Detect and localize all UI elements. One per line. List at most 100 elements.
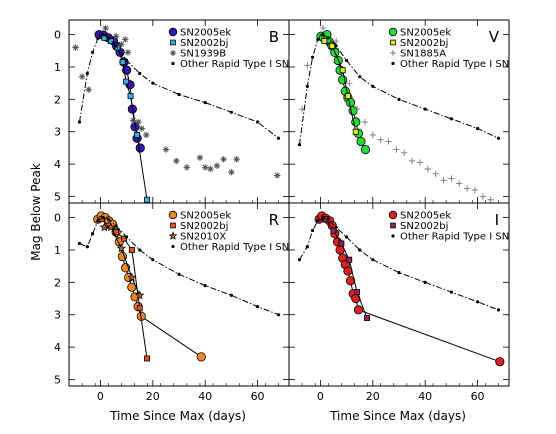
data-point xyxy=(377,136,384,144)
legend-label: Other Rapid Type I SN xyxy=(400,59,509,70)
data-point xyxy=(496,308,501,312)
data-point xyxy=(449,117,453,121)
data-point xyxy=(101,32,105,37)
y-axis-title: Mag Below Peak xyxy=(29,163,43,261)
y-tick-label: 4 xyxy=(54,341,61,354)
data-point xyxy=(123,78,130,85)
data-point xyxy=(127,93,134,100)
data-point xyxy=(332,37,340,45)
data-point xyxy=(183,164,191,171)
data-point xyxy=(196,352,206,362)
data-point xyxy=(448,175,455,182)
plot-frame xyxy=(68,19,290,204)
legend-marker xyxy=(390,50,396,56)
panel-letter: I xyxy=(495,211,499,229)
legend-marker xyxy=(170,222,176,229)
data-point xyxy=(72,44,79,51)
data-point xyxy=(463,185,471,192)
legend-marker xyxy=(168,210,178,220)
legend-marker xyxy=(170,39,176,46)
data-point xyxy=(440,177,447,184)
data-point xyxy=(364,315,371,321)
legend-label: SN2005ek xyxy=(400,211,451,222)
data-point xyxy=(90,232,95,236)
data-point xyxy=(98,216,105,223)
data-point xyxy=(353,105,361,113)
legend-marker xyxy=(388,27,398,37)
data-point xyxy=(475,300,480,304)
data-point xyxy=(471,186,479,194)
data-point xyxy=(233,156,240,163)
data-point xyxy=(416,159,424,166)
x-tick-label: 20 xyxy=(146,390,160,403)
series-sn1885a xyxy=(298,24,494,203)
legend-label: SN2005ek xyxy=(180,211,231,222)
legend-marker xyxy=(168,231,178,240)
y-tick-label: 2 xyxy=(54,93,61,106)
data-point xyxy=(423,107,427,111)
data-point xyxy=(358,248,362,252)
data-point xyxy=(85,71,89,76)
data-point xyxy=(344,93,351,100)
data-point xyxy=(321,38,328,45)
data-point xyxy=(144,355,151,362)
data-point xyxy=(177,272,181,276)
data-point xyxy=(135,143,145,153)
data-point xyxy=(423,280,427,284)
data-point xyxy=(255,305,260,309)
data-point xyxy=(319,24,327,32)
legend-marker xyxy=(391,61,395,66)
y-tick-label: 0 xyxy=(54,212,61,225)
data-point xyxy=(305,245,309,249)
legend-label: Other Rapid Type I SN xyxy=(180,59,289,70)
data-point xyxy=(397,271,401,275)
data-point xyxy=(125,58,129,63)
plot-area xyxy=(297,24,501,203)
data-point xyxy=(162,146,170,153)
x-tick-label: 0 xyxy=(317,390,324,403)
data-point xyxy=(90,50,95,54)
series-line xyxy=(79,217,279,316)
data-point xyxy=(112,32,120,40)
x-axis-title-right: Time Since Max (days) xyxy=(329,409,466,423)
legend-label: SN2002bj xyxy=(400,38,448,49)
data-point xyxy=(128,247,135,253)
data-point xyxy=(352,128,359,135)
data-point xyxy=(129,117,137,124)
data-point xyxy=(496,136,501,140)
data-point xyxy=(106,36,110,40)
series-other-rapid-type-i-sn xyxy=(77,215,281,317)
data-point xyxy=(125,235,129,239)
data-point xyxy=(369,131,377,139)
legend-label: SN2002bj xyxy=(180,221,228,232)
data-point xyxy=(321,32,325,37)
y-tick-label: 0 xyxy=(54,29,61,42)
data-point xyxy=(77,120,82,124)
x-tick-label: 20 xyxy=(366,390,380,403)
series-line xyxy=(299,217,499,311)
data-point xyxy=(356,136,366,147)
data-point xyxy=(487,196,494,203)
y-tick-label: 2 xyxy=(54,276,61,289)
data-point xyxy=(138,71,142,76)
data-point xyxy=(196,154,204,161)
data-point xyxy=(106,217,110,221)
series-other-rapid-type-i-sn xyxy=(77,32,281,140)
data-point xyxy=(316,219,320,223)
series-sn2005ek xyxy=(316,29,371,155)
legend-label: SN2005ek xyxy=(180,28,231,39)
data-point xyxy=(151,258,155,262)
series-sn2002bj xyxy=(98,216,151,362)
data-point xyxy=(207,165,214,173)
data-point xyxy=(326,217,330,221)
y-tick-label: 1 xyxy=(54,61,61,74)
data-point xyxy=(385,138,392,145)
data-point xyxy=(134,132,141,138)
x-tick-label: 0 xyxy=(97,390,104,403)
data-point xyxy=(116,243,127,253)
data-point xyxy=(135,290,145,300)
